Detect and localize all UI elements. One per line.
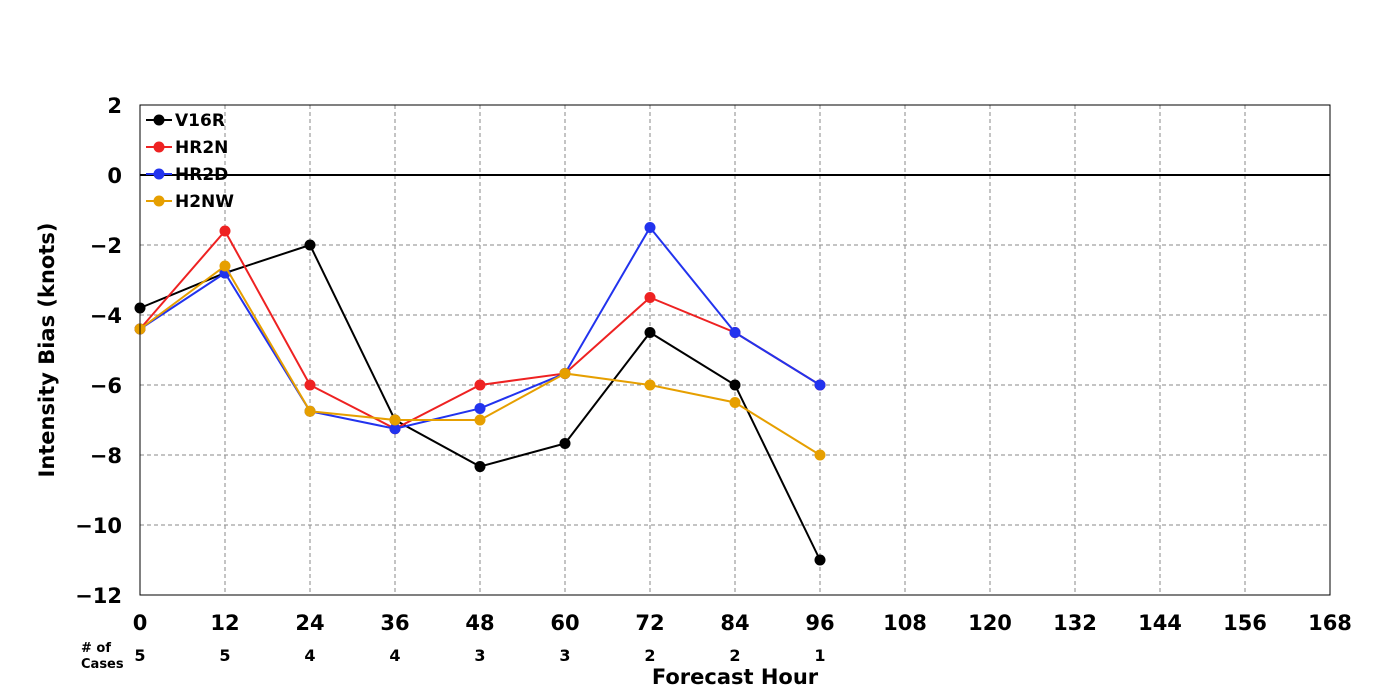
legend-marker (153, 195, 165, 207)
legend-label: HR2N (175, 138, 228, 158)
case-count: 4 (389, 646, 400, 665)
x-tick-label: 144 (1138, 611, 1182, 635)
data-point-h2nw (814, 449, 826, 461)
x-tick-label: 120 (968, 611, 1012, 635)
y-tick-label: −4 (90, 304, 122, 328)
case-counts: 5 5 4 4 3 3 2 2 1 (134, 646, 825, 665)
grid-lines (140, 105, 1330, 595)
legend-label: V16R (175, 111, 225, 131)
cases-header-line1: # of (81, 641, 111, 656)
data-point-v16r (559, 437, 571, 449)
data-point-h2nw (729, 397, 741, 408)
data-point-h2nw (474, 414, 486, 426)
x-tick-label: 168 (1308, 611, 1352, 635)
x-tick-label: 36 (380, 611, 409, 635)
data-point-v16r (814, 554, 826, 566)
data-point-hr2d (729, 327, 741, 338)
data-point-h2nw (219, 260, 231, 272)
x-tick-label: 132 (1053, 611, 1097, 635)
data-point-hr2n (219, 225, 231, 237)
data-point-v16r (304, 239, 316, 251)
data-point-hr2d (644, 222, 656, 233)
data-point-h2nw (644, 379, 656, 391)
legend-marker (153, 168, 165, 180)
legend-marker (153, 114, 165, 126)
x-tick-label: 48 (465, 611, 494, 635)
x-tick-label: 108 (883, 611, 927, 635)
legend-label: HR2D (175, 165, 228, 185)
x-tick-label: 156 (1223, 611, 1267, 635)
x-tick-label: 96 (805, 611, 834, 635)
case-count: 3 (474, 646, 485, 665)
x-tick-label: 24 (295, 611, 324, 635)
case-count: 5 (134, 646, 145, 665)
data-point-h2nw (389, 414, 401, 426)
cases-header-line2: Cases (81, 657, 124, 672)
series-lines (134, 222, 826, 566)
plot-frame (139, 104, 1331, 596)
x-axis-title: Forecast Hour (652, 665, 819, 689)
x-tick-label: 0 (133, 611, 148, 635)
y-tick-label: −8 (90, 444, 122, 468)
case-count: 3 (559, 646, 570, 665)
y-tick-label: −10 (75, 514, 122, 538)
x-tick-labels: 0 12 24 36 48 60 72 84 96 108 120 132 144 156 168 (133, 611, 1352, 635)
y-tick-label: 2 (107, 94, 122, 118)
data-point-v16r (474, 461, 486, 473)
x-tick-label: 12 (210, 611, 239, 635)
x-tick-label: 72 (635, 611, 664, 635)
data-point-hr2d (389, 423, 401, 435)
case-count: 1 (814, 646, 825, 665)
legend-label: H2NW (175, 192, 234, 212)
x-tick-label: 60 (550, 611, 579, 635)
data-point-hr2d (814, 379, 826, 391)
case-count: 2 (729, 646, 740, 665)
data-point-hr2d (474, 402, 486, 414)
y-tick-label: −12 (75, 584, 122, 608)
legend-marker (153, 141, 165, 153)
case-count: 5 (219, 646, 230, 665)
data-point-v16r (729, 379, 741, 391)
case-count: 2 (644, 646, 655, 665)
y-axis-title: Intensity Bias (knots) (35, 223, 59, 478)
data-point-hr2n (304, 379, 316, 391)
y-tick-label: −2 (90, 234, 122, 258)
legend: V16R HR2N HR2D H2NW (146, 111, 234, 212)
x-tick-label: 84 (720, 611, 749, 635)
data-point-hr2n (644, 292, 656, 303)
y-tick-label: −6 (90, 374, 122, 398)
data-point-hr2n (474, 379, 486, 391)
y-tick-label: 0 (107, 164, 122, 188)
data-point-h2nw (559, 367, 571, 379)
data-point-h2nw (304, 405, 316, 417)
case-count: 4 (304, 646, 315, 665)
y-tick-labels: 2 0 −2 −4 −6 −8 −10 −12 (75, 94, 122, 608)
data-point-v16r (644, 327, 656, 338)
